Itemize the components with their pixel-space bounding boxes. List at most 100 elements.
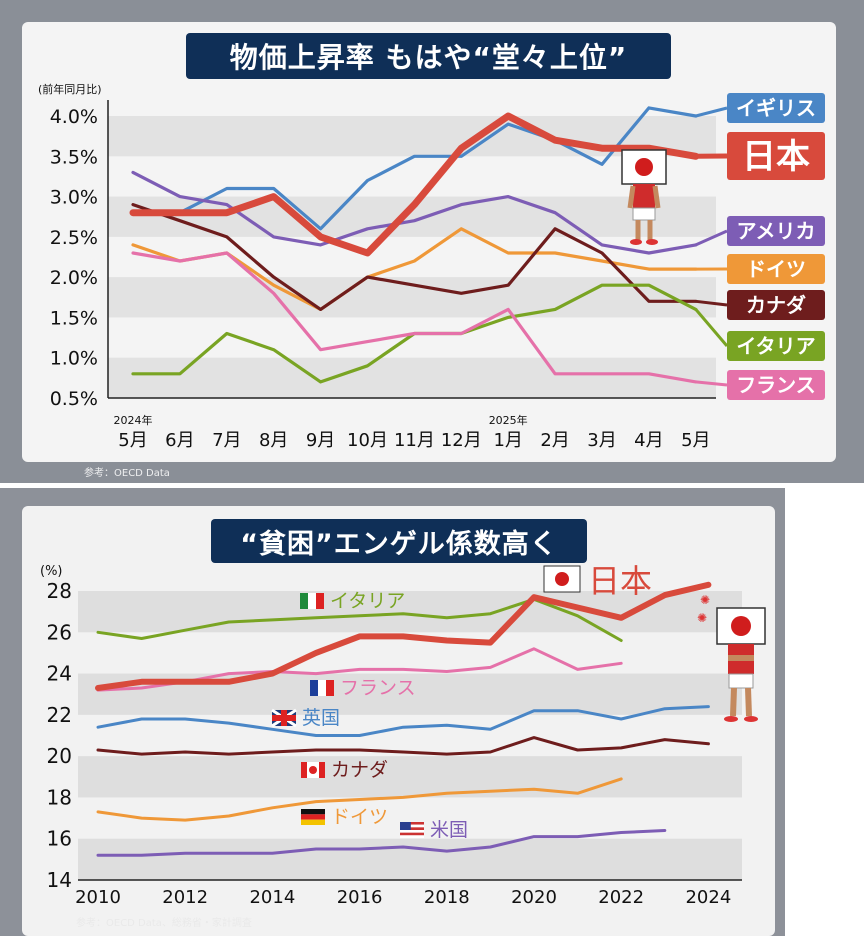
engel-source-note: 参考：OECD Data、総務省・家計調査 bbox=[76, 918, 252, 929]
x-tick-label: 1月 bbox=[493, 430, 522, 451]
x-tick-label: 10月 bbox=[347, 430, 388, 451]
legend-label-canada: カナダ bbox=[746, 293, 806, 317]
y-tick-label: 16 bbox=[47, 827, 72, 851]
mascot-shirt bbox=[633, 184, 655, 208]
usa-flag-icon bbox=[400, 824, 424, 828]
series-line-usa bbox=[131, 170, 698, 255]
x-tick-label: 7月 bbox=[212, 430, 241, 451]
grid-band bbox=[78, 756, 742, 798]
mascot-shorts bbox=[728, 673, 754, 689]
usa-flag-icon bbox=[400, 832, 424, 836]
usa-flag-icon bbox=[400, 822, 411, 830]
engel-unit-label: (%) bbox=[40, 564, 63, 579]
legend-leader-italy bbox=[694, 308, 729, 347]
germany-flag-icon bbox=[301, 814, 325, 820]
japan-flag-icon bbox=[543, 565, 581, 593]
france-flag-icon bbox=[310, 680, 318, 696]
y-tick-label: 2.0% bbox=[50, 267, 98, 289]
legend-label-italy: イタリア bbox=[736, 334, 815, 358]
x-tick-label: 2020 bbox=[511, 887, 557, 908]
inflation-unit-label: (前年同月比) bbox=[38, 82, 102, 96]
italy-flag-icon bbox=[316, 593, 324, 609]
x-tick-label: 2014 bbox=[249, 887, 295, 908]
uk-flag-icon bbox=[272, 715, 296, 721]
mascot-shoe bbox=[744, 716, 758, 722]
usa-flag-icon bbox=[400, 830, 424, 833]
x-tick-label: 2012 bbox=[162, 887, 208, 908]
series-line-uk bbox=[96, 705, 710, 737]
y-tick-label: 22 bbox=[47, 703, 72, 727]
x-tick-label: 5月 bbox=[681, 430, 710, 451]
x-tick-label: 2024 bbox=[685, 887, 731, 908]
series-label-germany: ドイツ bbox=[331, 806, 388, 828]
x-tick-label: 3月 bbox=[587, 430, 616, 451]
y-tick-label: 26 bbox=[47, 620, 72, 644]
legend-leader-usa bbox=[695, 229, 728, 247]
year-label: 2024年 bbox=[114, 413, 153, 427]
mascot-shorts bbox=[632, 207, 656, 221]
series-label-canada: カナダ bbox=[331, 759, 388, 781]
y-tick-label: 3.5% bbox=[50, 146, 98, 168]
series-line-canada bbox=[96, 736, 710, 756]
x-tick-label: 9月 bbox=[306, 430, 335, 451]
x-tick-label: 6月 bbox=[165, 430, 194, 451]
legend-badge-usa bbox=[727, 216, 825, 246]
y-tick-label: 4.0% bbox=[50, 106, 98, 128]
legend-leader-france bbox=[695, 380, 728, 387]
series-line-canada bbox=[131, 203, 698, 311]
series-line-uk bbox=[131, 106, 698, 231]
mascot-shoe bbox=[646, 239, 658, 245]
series-line-germany bbox=[96, 777, 623, 822]
japan-flag-icon bbox=[555, 572, 569, 586]
x-tick-label: 4月 bbox=[634, 430, 663, 451]
y-tick-label: 1.5% bbox=[50, 307, 98, 329]
legend-label-germany: ドイツ bbox=[746, 257, 806, 281]
year-label: 2025年 bbox=[489, 413, 528, 427]
anger-mark-icon: ✺ bbox=[697, 611, 707, 625]
series-label-france: フランス bbox=[340, 677, 416, 699]
mascot-leg bbox=[745, 687, 752, 717]
legend-badge-canada bbox=[727, 290, 825, 320]
usa-flag-icon bbox=[400, 835, 424, 838]
legend-label-usa: アメリカ bbox=[737, 219, 816, 243]
grid-band bbox=[78, 838, 742, 880]
mascot-shoe bbox=[724, 716, 738, 722]
y-tick-label: 24 bbox=[47, 662, 72, 686]
y-tick-label: 0.5% bbox=[50, 388, 98, 410]
x-tick-label: 11月 bbox=[394, 430, 435, 451]
italy-flag-icon bbox=[308, 593, 316, 609]
series-line-japan bbox=[95, 581, 712, 691]
france-flag-icon bbox=[326, 680, 334, 696]
legend-leader-canada bbox=[695, 299, 728, 307]
inflation-source-note: 参考：OECD Data bbox=[84, 468, 170, 479]
legend-badge-uk bbox=[727, 93, 825, 123]
y-tick-label: 28 bbox=[47, 579, 72, 603]
germany-flag-icon bbox=[301, 819, 325, 825]
y-tick-label: 14 bbox=[47, 868, 72, 892]
series-line-usa bbox=[96, 829, 667, 857]
germany-flag-icon bbox=[301, 809, 325, 815]
x-tick-label: 12月 bbox=[441, 430, 482, 451]
x-tick-label: 5月 bbox=[118, 430, 147, 451]
france-flag-icon bbox=[318, 680, 326, 696]
mascot-arm bbox=[627, 185, 636, 209]
legend-badge-france bbox=[727, 370, 825, 400]
series-label-usa: 米国 bbox=[430, 819, 468, 841]
series-label-italy: イタリア bbox=[330, 590, 405, 612]
x-tick-label: 2022 bbox=[598, 887, 644, 908]
japan-flag-circle bbox=[635, 158, 653, 176]
x-tick-label: 2010 bbox=[75, 887, 121, 908]
legend-leader-uk bbox=[695, 106, 728, 118]
mascot-arm bbox=[652, 185, 661, 209]
grid-band bbox=[108, 357, 716, 398]
series-label-uk: 英国 bbox=[302, 707, 340, 729]
italy-flag-icon bbox=[300, 593, 308, 609]
y-tick-label: 18 bbox=[47, 785, 72, 809]
inflation-line-chart: (前年同月比) 4.0% 3.5% 3.0% 2.5% 2.0% 1.5% 1.0% 0.5%… bbox=[38, 82, 825, 451]
legend-label-japan: 日本 bbox=[742, 137, 810, 177]
series-line-france bbox=[131, 251, 698, 384]
usa-flag-icon bbox=[400, 822, 424, 825]
mascot-shoe bbox=[630, 239, 642, 245]
y-tick-label: 20 bbox=[47, 744, 72, 768]
y-tick-label: 1.0% bbox=[50, 348, 98, 370]
